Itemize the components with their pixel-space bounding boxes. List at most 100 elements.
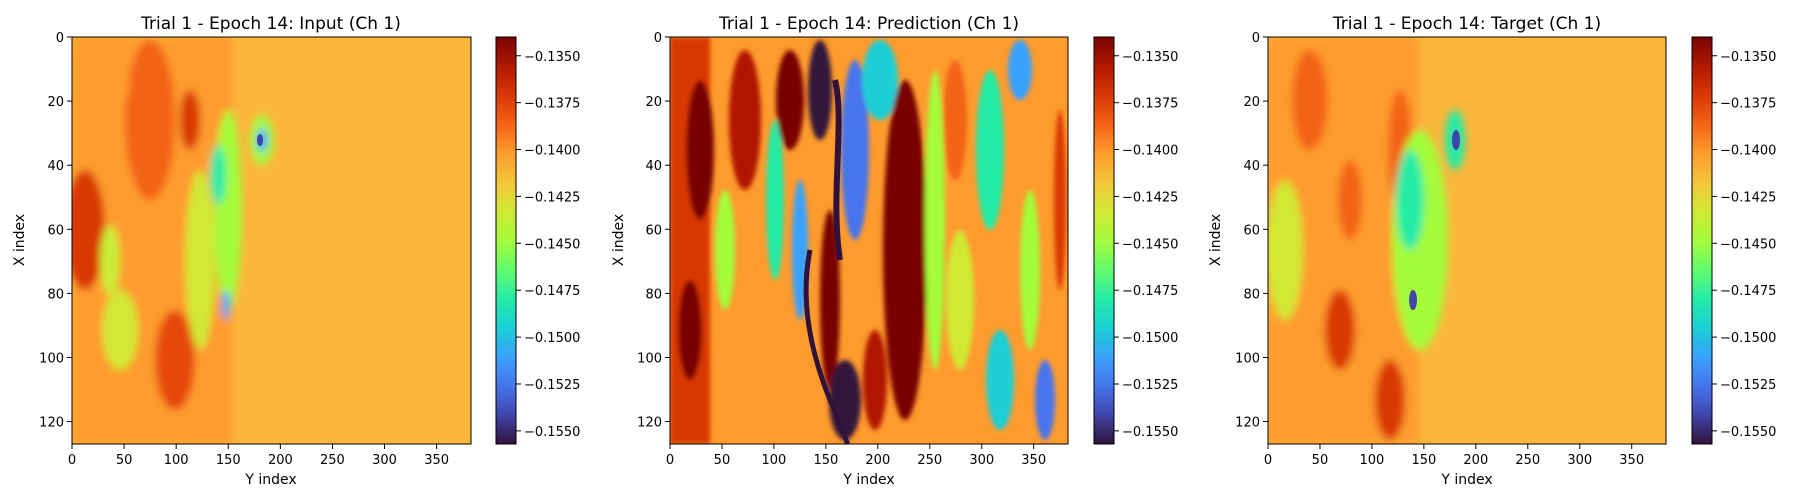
y-axis-label: X index <box>1208 214 1224 266</box>
x-tick-label: 250 <box>917 453 942 468</box>
chart-title: Trial 1 - Epoch 14: Input (Ch 1) <box>140 14 401 34</box>
y-tick-label: 40 <box>47 159 64 174</box>
heatmap-input <box>72 37 471 444</box>
panel-target: Trial 1 - Epoch 14: Target (Ch 1) 0 50 100… <box>1208 14 1776 488</box>
y-ticks: 0 20 40 60 80 100 120 <box>637 31 670 431</box>
colorbar-tick-label: −0.1425 <box>524 190 580 205</box>
colorbar: −0.1350 −0.1375 −0.1400 −0.1425 −0.1450 −0.14… <box>495 36 580 445</box>
colorbar-tick-label: −0.1475 <box>1122 284 1178 299</box>
y-tick-label: 100 <box>39 351 64 366</box>
heatmap-prediction <box>670 37 1068 444</box>
y-tick-label: 40 <box>645 159 662 174</box>
y-tick-label: 20 <box>1243 95 1260 110</box>
y-tick-label: 0 <box>56 31 64 46</box>
plot-frame <box>71 36 472 445</box>
y-axis-label: X index <box>611 214 627 266</box>
y-tick-label: 120 <box>1235 416 1260 431</box>
colorbar-gradient <box>495 36 517 445</box>
colorbar: −0.1350 −0.1375 −0.1400 −0.1425 −0.1450 −0.14… <box>1691 36 1776 445</box>
y-tick-label: 0 <box>1252 31 1260 46</box>
x-tick-label: 0 <box>666 453 674 468</box>
heatmap-target <box>1268 37 1666 444</box>
colorbar-tick-label: −0.1500 <box>1122 331 1178 346</box>
colorbar-tick-label: −0.1450 <box>1122 237 1178 252</box>
x-ticks: 0 50 100 150 200 250 300 350 <box>666 444 1046 468</box>
x-tick-label: 150 <box>813 453 838 468</box>
x-tick-label: 350 <box>1619 453 1644 468</box>
y-tick-label: 80 <box>1243 287 1260 302</box>
y-tick-label: 40 <box>1243 159 1260 174</box>
colorbar-tick-label: −0.1425 <box>1720 190 1776 205</box>
x-ticks: 0 50 100 150 200 250 300 350 <box>68 444 449 468</box>
y-tick-label: 120 <box>637 416 662 431</box>
colorbar-tick-label: −0.1350 <box>1720 50 1776 65</box>
x-axis-label: Y index <box>842 472 894 488</box>
plot-frame <box>669 36 1069 445</box>
x-tick-label: 250 <box>320 453 345 468</box>
colorbar-tick-label: −0.1375 <box>1720 97 1776 112</box>
y-tick-label: 20 <box>645 95 662 110</box>
colorbar-gradient <box>1691 36 1713 445</box>
y-ticks: 0 20 40 60 80 100 120 <box>39 31 72 431</box>
x-tick-label: 300 <box>1567 453 1592 468</box>
x-tick-label: 200 <box>865 453 890 468</box>
colorbar: −0.1350 −0.1375 −0.1400 −0.1425 −0.1450 −0.14… <box>1093 36 1178 445</box>
colorbar-tick-label: −0.1350 <box>524 50 580 65</box>
colorbar-tick-label: −0.1550 <box>1122 425 1178 440</box>
x-tick-label: 100 <box>164 453 189 468</box>
chart-title: Trial 1 - Epoch 14: Prediction (Ch 1) <box>718 14 1019 34</box>
colorbar-tick-label: −0.1550 <box>1720 425 1776 440</box>
colorbar-tick-label: −0.1475 <box>1720 284 1776 299</box>
x-tick-label: 200 <box>1463 453 1488 468</box>
y-tick-label: 0 <box>654 31 662 46</box>
x-axis-label: Y index <box>244 472 296 488</box>
x-tick-label: 50 <box>1312 453 1329 468</box>
x-axis-label: Y index <box>1440 472 1492 488</box>
colorbar-tick-label: −0.1525 <box>1122 378 1178 393</box>
colorbar-tick-label: −0.1425 <box>1122 190 1178 205</box>
x-ticks: 0 50 100 150 200 250 300 350 <box>1264 444 1644 468</box>
colorbar-ticks: −0.1350 −0.1375 −0.1400 −0.1425 −0.1450 −0.14… <box>516 50 580 440</box>
y-axis-label: X index <box>12 214 28 266</box>
x-tick-label: 0 <box>1264 453 1272 468</box>
x-tick-label: 100 <box>762 453 787 468</box>
y-tick-label: 80 <box>47 287 64 302</box>
y-tick-label: 60 <box>47 223 64 238</box>
x-tick-label: 150 <box>216 453 241 468</box>
colorbar-tick-label: −0.1500 <box>1720 331 1776 346</box>
y-tick-label: 100 <box>637 351 662 366</box>
y-tick-label: 60 <box>645 223 662 238</box>
y-tick-label: 80 <box>645 287 662 302</box>
colorbar-gradient <box>1093 36 1115 445</box>
x-tick-label: 200 <box>268 453 293 468</box>
y-tick-label: 60 <box>1243 223 1260 238</box>
colorbar-tick-label: −0.1475 <box>524 284 580 299</box>
panel-input: Trial 1 - Epoch 14: Input (Ch 1) <box>12 14 580 488</box>
colorbar-tick-label: −0.1525 <box>524 378 580 393</box>
chart-title: Trial 1 - Epoch 14: Target (Ch 1) <box>1332 14 1601 34</box>
colorbar-tick-label: −0.1525 <box>1720 378 1776 393</box>
x-tick-label: 150 <box>1411 453 1436 468</box>
colorbar-tick-label: −0.1375 <box>1122 97 1178 112</box>
colorbar-tick-label: −0.1450 <box>524 237 580 252</box>
x-tick-label: 100 <box>1360 453 1385 468</box>
colorbar-tick-label: −0.1400 <box>524 144 580 159</box>
y-ticks: 0 20 40 60 80 100 120 <box>1235 31 1268 431</box>
x-tick-label: 300 <box>372 453 397 468</box>
y-tick-label: 20 <box>47 95 64 110</box>
colorbar-ticks: −0.1350 −0.1375 −0.1400 −0.1425 −0.1450 −0.14… <box>1114 50 1178 440</box>
panel-prediction: Trial 1 - Epoch 14: Prediction (Ch 1) <box>611 14 1178 488</box>
colorbar-tick-label: −0.1375 <box>524 97 580 112</box>
colorbar-tick-label: −0.1400 <box>1122 144 1178 159</box>
x-tick-label: 50 <box>714 453 731 468</box>
plot-frame <box>1267 36 1667 445</box>
colorbar-tick-label: −0.1350 <box>1122 50 1178 65</box>
colorbar-tick-label: −0.1500 <box>524 331 580 346</box>
x-tick-label: 250 <box>1515 453 1540 468</box>
y-tick-label: 100 <box>1235 351 1260 366</box>
colorbar-tick-label: −0.1450 <box>1720 237 1776 252</box>
x-tick-label: 50 <box>116 453 133 468</box>
x-tick-label: 300 <box>969 453 994 468</box>
y-tick-label: 120 <box>39 416 64 431</box>
